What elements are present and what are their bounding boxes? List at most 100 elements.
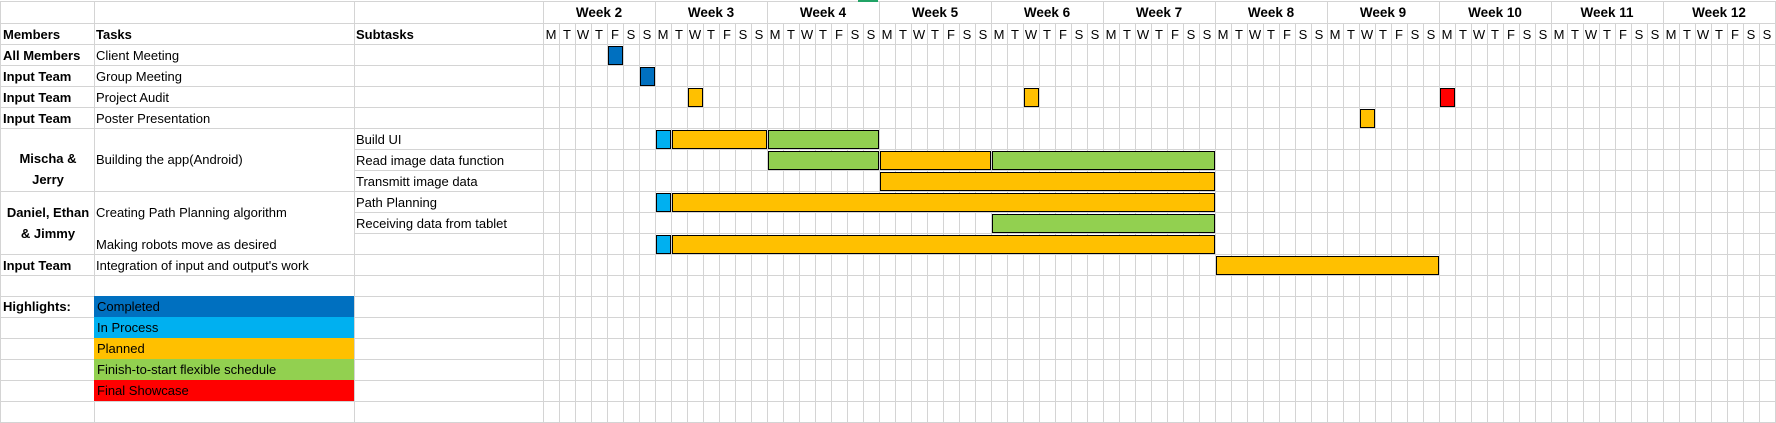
day-letter[interactable]: S — [978, 26, 988, 42]
member-cell[interactable]: All Members — [3, 48, 81, 63]
week-header-8[interactable]: Week 8 — [1247, 4, 1295, 20]
day-letter[interactable]: T — [1123, 26, 1131, 42]
schedule-bar-planned[interactable] — [1024, 88, 1039, 107]
legend-item[interactable]: Finish-to-start flexible schedule — [94, 359, 354, 380]
day-letter[interactable]: T — [899, 26, 907, 42]
day-letter[interactable]: S — [1298, 26, 1308, 42]
day-letter[interactable]: T — [931, 26, 939, 42]
member-cell[interactable]: Input Team — [3, 69, 72, 84]
schedule-bar-flexible[interactable] — [992, 214, 1215, 233]
day-letter[interactable]: T — [1683, 26, 1691, 42]
day-letter[interactable]: W — [912, 26, 926, 42]
legend-item[interactable]: Planned — [94, 338, 354, 359]
day-letter[interactable]: T — [1715, 26, 1723, 42]
day-letter[interactable]: T — [675, 26, 683, 42]
day-letter[interactable]: W — [1696, 26, 1710, 42]
day-letter[interactable]: F — [1283, 26, 1291, 42]
day-letter[interactable]: S — [738, 26, 748, 42]
day-letter[interactable]: T — [1459, 26, 1467, 42]
schedule-bar-completed[interactable] — [608, 46, 623, 65]
day-letter[interactable]: S — [1186, 26, 1196, 42]
day-letter[interactable]: S — [1410, 26, 1420, 42]
member-cell-daniel-ethan-jimmy[interactable]: Daniel, Ethan & Jimmy — [6, 205, 90, 241]
day-letter[interactable]: T — [1267, 26, 1275, 42]
member-cell-mischa-jerry[interactable]: Mischa & Jerry — [19, 151, 77, 187]
subtask-cell[interactable]: Transmitt image data — [356, 174, 478, 189]
day-letter[interactable]: M — [545, 26, 557, 42]
day-letter[interactable]: T — [1379, 26, 1387, 42]
day-letter[interactable]: W — [1136, 26, 1150, 42]
day-letter[interactable]: F — [1171, 26, 1179, 42]
member-cell[interactable]: Input Team — [3, 258, 72, 273]
subtask-cell[interactable]: Receiving data from tablet — [356, 216, 508, 231]
day-letter[interactable]: T — [787, 26, 795, 42]
day-letter[interactable]: T — [707, 26, 715, 42]
day-letter[interactable]: W — [1024, 26, 1038, 42]
legend-item[interactable]: Final Showcase — [94, 380, 354, 401]
day-letter[interactable]: F — [611, 26, 619, 42]
member-cell[interactable]: Input Team — [3, 111, 72, 126]
schedule-bar-completed[interactable] — [640, 67, 655, 86]
day-letter[interactable]: W — [688, 26, 702, 42]
day-letter[interactable]: S — [866, 26, 876, 42]
schedule-bar-in_process[interactable] — [656, 130, 671, 149]
day-letter[interactable]: M — [769, 26, 781, 42]
subtask-cell[interactable]: Path Planning — [356, 195, 437, 210]
day-letter[interactable]: M — [1553, 26, 1565, 42]
legend-item[interactable]: Completed — [94, 296, 354, 317]
day-letter[interactable]: T — [1043, 26, 1051, 42]
day-letter[interactable]: M — [1217, 26, 1229, 42]
schedule-bar-in_process[interactable] — [656, 193, 671, 212]
day-letter[interactable]: T — [595, 26, 603, 42]
day-letter[interactable]: F — [1731, 26, 1739, 42]
day-letter[interactable]: W — [576, 26, 590, 42]
task-cell[interactable]: Project Audit — [96, 90, 169, 105]
day-letter[interactable]: W — [1472, 26, 1486, 42]
schedule-bar-flexible[interactable] — [992, 151, 1215, 170]
week-header-9[interactable]: Week 9 — [1359, 4, 1407, 20]
day-letter[interactable]: S — [1074, 26, 1084, 42]
day-letter[interactable]: W — [1584, 26, 1598, 42]
day-letter[interactable]: F — [1619, 26, 1627, 42]
schedule-bar-planned[interactable] — [1216, 256, 1439, 275]
task-cell[interactable]: Poster Presentation — [96, 111, 211, 126]
schedule-bar-planned[interactable] — [1360, 109, 1375, 128]
day-letter[interactable]: S — [1538, 26, 1548, 42]
day-letter[interactable]: S — [850, 26, 860, 42]
day-letter[interactable]: M — [1105, 26, 1117, 42]
week-header-11[interactable]: Week 11 — [1580, 4, 1634, 20]
day-letter[interactable]: F — [1395, 26, 1403, 42]
task-cell-building-app[interactable]: Building the app(Android) — [96, 152, 243, 167]
member-cell[interactable]: Input Team — [3, 90, 72, 105]
week-header-6[interactable]: Week 6 — [1023, 4, 1071, 20]
day-letter[interactable]: M — [881, 26, 893, 42]
schedule-bar-planned[interactable] — [880, 151, 991, 170]
day-letter[interactable]: T — [819, 26, 827, 42]
legend-title[interactable]: Highlights: — [3, 299, 71, 314]
day-letter[interactable]: T — [1347, 26, 1355, 42]
day-letter[interactable]: S — [1426, 26, 1436, 42]
day-letter[interactable]: T — [563, 26, 571, 42]
day-letter[interactable]: T — [1155, 26, 1163, 42]
day-letter[interactable]: F — [835, 26, 843, 42]
day-letter[interactable]: T — [1235, 26, 1243, 42]
subtask-cell[interactable]: Build UI — [356, 132, 402, 147]
schedule-bar-planned[interactable] — [672, 130, 767, 149]
day-letter[interactable]: T — [1571, 26, 1579, 42]
day-letter[interactable]: S — [642, 26, 652, 42]
tasks-header[interactable]: Tasks — [96, 26, 132, 42]
day-letter[interactable]: W — [1360, 26, 1374, 42]
schedule-bar-in_process[interactable] — [656, 235, 671, 254]
day-letter[interactable]: T — [1011, 26, 1019, 42]
day-letter[interactable]: T — [1603, 26, 1611, 42]
day-letter[interactable]: S — [1746, 26, 1756, 42]
schedule-bar-final[interactable] — [1440, 88, 1455, 107]
day-letter[interactable]: S — [754, 26, 764, 42]
week-header-12[interactable]: Week 12 — [1692, 4, 1746, 20]
week-header-10[interactable]: Week 10 — [1468, 4, 1522, 20]
day-letter[interactable]: T — [1491, 26, 1499, 42]
schedule-bar-flexible[interactable] — [768, 151, 879, 170]
day-letter[interactable]: F — [1507, 26, 1515, 42]
day-letter[interactable]: S — [1650, 26, 1660, 42]
day-letter[interactable]: M — [1665, 26, 1677, 42]
